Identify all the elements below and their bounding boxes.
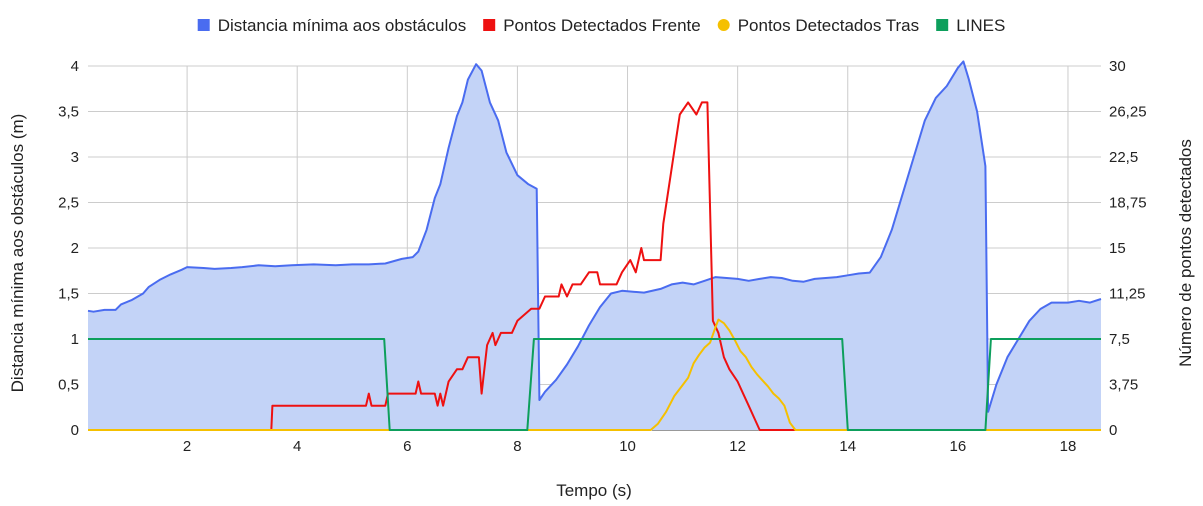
x-tick-label: 6	[403, 438, 411, 455]
series-area	[88, 61, 1101, 431]
series-line-pontos-detectados-frente	[88, 101, 1101, 431]
x-tick-label: 16	[950, 438, 967, 455]
y-tick-label: 2,5	[58, 195, 79, 212]
y2-tick-label: 0	[1109, 422, 1117, 439]
x-axis-title: Tempo (s)	[556, 481, 632, 500]
legend-item[interactable]: Pontos Detectados Tras	[717, 16, 919, 35]
y-tick-label: 2	[71, 240, 79, 257]
y2-tick-label: 7,5	[1109, 331, 1130, 348]
y2-tick-label: 26,25	[1109, 104, 1147, 121]
series-line-distancia-minima-aos-obstaculos	[87, 60, 1102, 413]
y2-tick-label: 11,25	[1109, 286, 1145, 303]
legend-label: LINES	[956, 16, 1005, 35]
y2-tick-label: 15	[1109, 240, 1126, 257]
y-tick-label: 0	[71, 422, 79, 439]
series-lines	[87, 60, 1102, 431]
legend-item[interactable]: Distancia mínima aos obstáculos	[197, 16, 467, 35]
legend-item[interactable]: Pontos Detectados Frente	[483, 16, 701, 35]
legend-swatch	[197, 19, 210, 31]
y2-tick-label: 30	[1109, 58, 1126, 75]
y2-axis-title: Número de pontos detectados	[1176, 139, 1195, 367]
x-tick-label: 2	[183, 438, 191, 455]
x-tick-label: 14	[839, 438, 856, 455]
legend-swatch	[483, 19, 496, 31]
series-area-distancia-minima-aos-obstaculos	[88, 61, 1101, 431]
y-tick-label: 3,5	[58, 104, 79, 121]
y-axis-title: Distancia mínima aos obstáculos (m)	[8, 114, 27, 393]
legend-label: Pontos Detectados Frente	[503, 16, 701, 35]
x-tick-label: 18	[1060, 438, 1077, 455]
legend[interactable]: Distancia mínima aos obstáculos Pontos De…	[197, 16, 1006, 35]
legend-label: Pontos Detectados Tras	[738, 16, 919, 35]
x-tick-label: 8	[513, 438, 521, 455]
series-line-pontos-detectados-tras	[88, 318, 1101, 431]
y-tick-label: 4	[71, 58, 79, 75]
y-tick-label: 1,5	[58, 286, 79, 303]
y-tick-label: 0,5	[58, 377, 79, 394]
series-line-lines	[88, 338, 1101, 431]
x-tick-label: 4	[293, 438, 301, 455]
legend-swatch	[936, 19, 949, 31]
y-tick-label: 3	[71, 149, 79, 166]
y2-tick-label: 18,75	[1109, 195, 1147, 212]
y-tick-label: 1	[71, 331, 79, 348]
x-tick-label: 12	[729, 438, 746, 455]
legend-label: Distancia mínima aos obstáculos	[218, 16, 467, 35]
y2-tick-label: 22,5	[1109, 149, 1138, 166]
x-tick-label: 10	[619, 438, 636, 455]
tick-labels: 2 4 6 8 10 12 14 16 1800,511,522,533,5403,757,51…	[58, 58, 1146, 455]
y2-tick-label: 3,75	[1109, 377, 1138, 394]
legend-item[interactable]: LINES	[936, 16, 1005, 35]
legend-swatch	[717, 19, 730, 31]
